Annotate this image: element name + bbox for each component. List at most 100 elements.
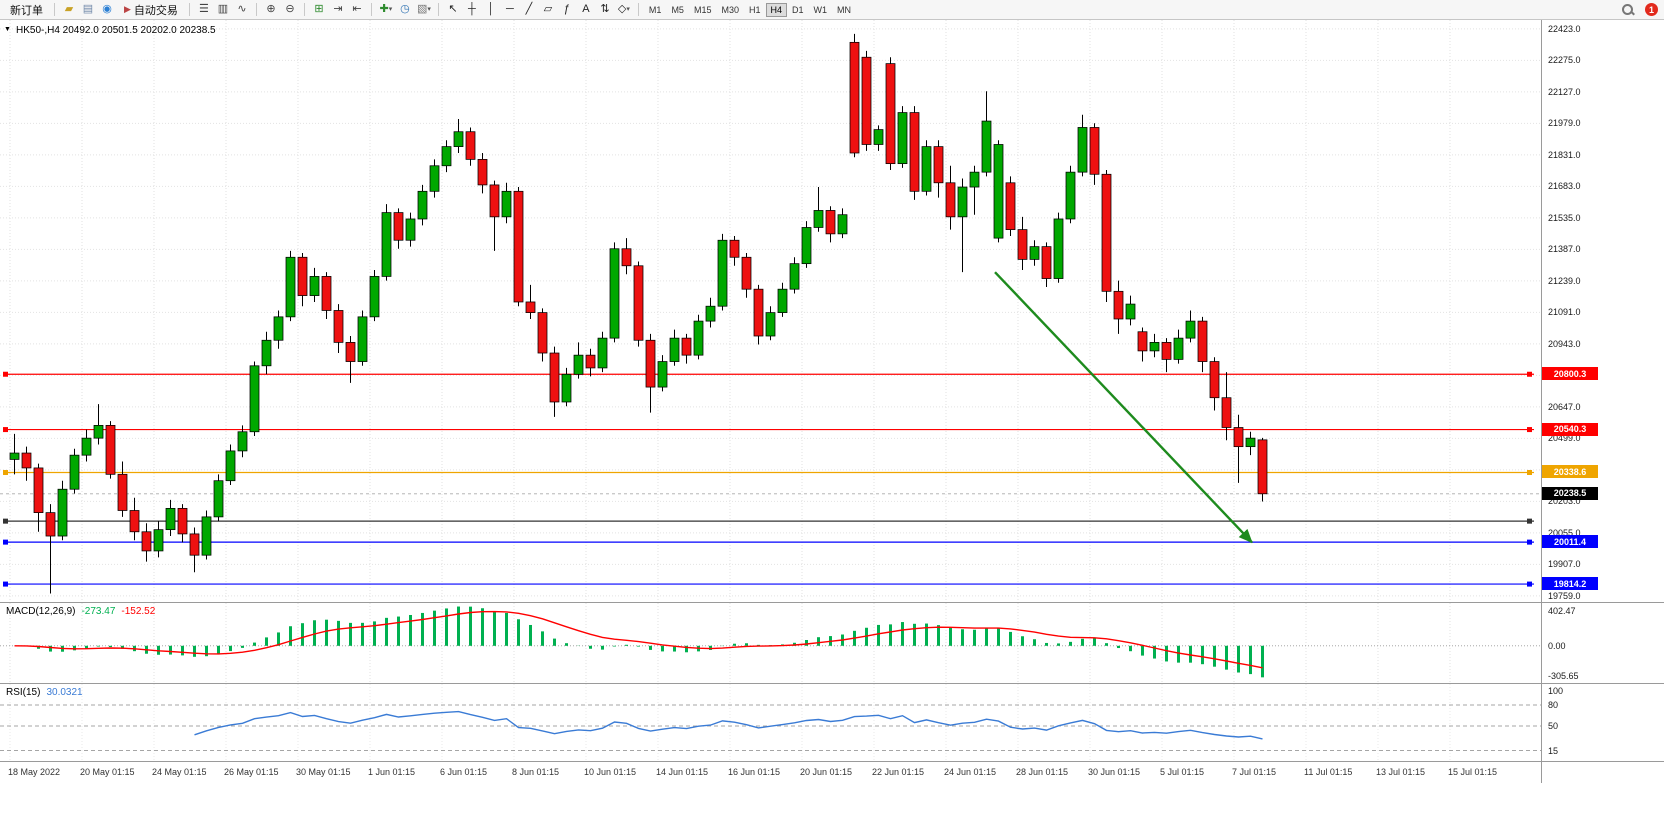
candle	[933, 146, 944, 184]
one-click-trading-toggle[interactable]: ▼	[4, 26, 11, 33]
time-axis-label: 10 Jun 01:15	[584, 767, 637, 777]
accounts-icon[interactable]: ▰	[64, 3, 74, 15]
candle	[225, 450, 236, 482]
candle	[945, 182, 956, 218]
time-axis-label: 7 Jul 01:15	[1232, 767, 1277, 777]
time-axis-label: 24 May 01:15	[152, 767, 207, 777]
fibonacci-icon[interactable]: ƒ	[563, 3, 570, 15]
tile-windows-icon[interactable]: ⊞	[314, 3, 324, 15]
candle	[1209, 361, 1220, 399]
autotrading-label: 自动交易	[133, 4, 178, 17]
time-axis-label: 13 Jul 01:15	[1376, 767, 1426, 777]
chart-workspace: ▼ HK50-,H4 20492.0 20501.5 20202.0 20238…	[0, 20, 1664, 783]
auto-scroll-icon[interactable]: ⇥	[333, 3, 343, 15]
autotrading-button[interactable]: ▶ 自动交易	[118, 2, 184, 18]
toolbar-separator	[54, 3, 55, 16]
candle	[189, 533, 200, 556]
shapes-icon[interactable]: ◇ ▾	[617, 3, 630, 15]
zoom-in-icon[interactable]: ⊕	[266, 3, 276, 15]
candle	[1041, 246, 1052, 279]
candles	[9, 33, 1268, 594]
candle	[69, 454, 80, 490]
new-chart-icon[interactable]: ✚ ▾	[379, 3, 393, 15]
cursor-icon[interactable]: ↖	[448, 3, 458, 15]
price-axis-label: 21387.0	[1548, 244, 1581, 255]
candlestick-chart-icon[interactable]: ▥	[217, 3, 229, 15]
candle	[1053, 218, 1064, 279]
time-axis-label: 26 May 01:15	[224, 767, 279, 777]
candle	[1125, 303, 1136, 320]
price-level-tag: 19814.2	[1542, 577, 1598, 591]
candle	[1005, 182, 1016, 230]
bar-chart-icon[interactable]: ☰	[198, 3, 209, 15]
timeframe-m15[interactable]: M15	[693, 4, 712, 15]
arrows-icon[interactable]: ⇅	[600, 3, 610, 15]
clock-icon[interactable]: ◷	[400, 3, 410, 15]
candle	[117, 473, 128, 511]
timeframe-mn[interactable]: MN	[837, 4, 852, 15]
time-axis[interactable]: 18 May 2022 20 May 01:15 24 May 01:15 26 Ma…	[0, 761, 1541, 783]
chart-snapshot-icon-caret[interactable]: ▾	[427, 6, 431, 13]
candle	[33, 467, 44, 514]
price-axis[interactable]: 22423.0 22275.0 22127.0 21979.0 21831.0 21683…	[1541, 20, 1664, 783]
candle	[777, 288, 788, 313]
timeframe-w1[interactable]: W1	[813, 4, 828, 15]
search-icon[interactable]	[1621, 3, 1635, 17]
candle	[609, 248, 620, 339]
notifications-badge[interactable]: 1	[1645, 3, 1658, 16]
candle	[165, 507, 176, 531]
candle	[381, 212, 392, 277]
channel-icon[interactable]: ▱	[543, 3, 553, 15]
crosshair-icon[interactable]: ┼	[468, 3, 476, 15]
candle	[405, 218, 416, 241]
time-axis-label: 8 Jun 01:15	[512, 767, 560, 777]
macd-indicator-chart[interactable]	[0, 603, 1541, 683]
time-axis-label: 24 Jun 01:15	[944, 767, 997, 777]
rsi-axis-label: 80	[1548, 700, 1559, 710]
trend-arrow[interactable]	[994, 271, 1253, 544]
timeframe-d1[interactable]: D1	[792, 4, 804, 15]
new-order-button[interactable]: 新订单	[4, 2, 49, 18]
timeframe-h4[interactable]: H4	[765, 2, 788, 17]
candle	[1245, 437, 1256, 448]
candle	[129, 510, 140, 533]
candle	[1149, 342, 1160, 352]
timeframe-m30[interactable]: M30	[721, 4, 739, 15]
candle	[513, 190, 524, 303]
candle	[153, 529, 164, 552]
print-icon[interactable]: ▤	[82, 3, 94, 15]
chart-snapshot-icon[interactable]: ▧ ▾	[416, 3, 431, 15]
candle	[801, 227, 812, 265]
community-icon[interactable]: ◉	[102, 3, 112, 15]
timeframe-h1[interactable]: H1	[748, 4, 761, 15]
new-chart-icon-caret[interactable]: ▾	[388, 6, 393, 13]
candle	[417, 190, 428, 220]
rsi-indicator-chart[interactable]	[0, 684, 1541, 761]
price-axis-label: 21239.0	[1548, 275, 1581, 286]
chart-shift-icon[interactable]: ⇤	[352, 3, 362, 15]
candle	[849, 41, 860, 154]
horizontal-line-icon[interactable]: ─	[506, 3, 514, 15]
price-axis-label: 21535.0	[1548, 212, 1581, 223]
trendline-icon[interactable]: ╱	[525, 3, 533, 15]
candle	[501, 190, 512, 218]
zoom-out-icon[interactable]: ⊖	[285, 3, 295, 15]
macd-value-signal: -152.52	[121, 606, 156, 617]
candlestick-chart[interactable]	[0, 20, 1541, 602]
candle	[177, 507, 188, 535]
timeframe-m1[interactable]: M1	[648, 4, 662, 15]
price-axis-label: 20055.0	[1548, 527, 1581, 538]
candle	[561, 373, 572, 403]
candle	[81, 437, 92, 456]
toolbar-separator	[255, 3, 257, 16]
candle	[249, 365, 260, 433]
timeframe-m5[interactable]: M5	[671, 4, 684, 15]
text-icon[interactable]: A	[582, 3, 590, 15]
price-axis-label: 22127.0	[1548, 86, 1581, 97]
candle	[969, 171, 980, 188]
time-axis-label: 6 Jun 01:15	[440, 767, 488, 777]
line-chart-icon[interactable]: ∿	[237, 3, 247, 15]
shapes-icon-caret[interactable]: ▾	[626, 6, 630, 13]
vertical-line-icon[interactable]: │	[487, 3, 495, 15]
candle	[705, 305, 716, 322]
